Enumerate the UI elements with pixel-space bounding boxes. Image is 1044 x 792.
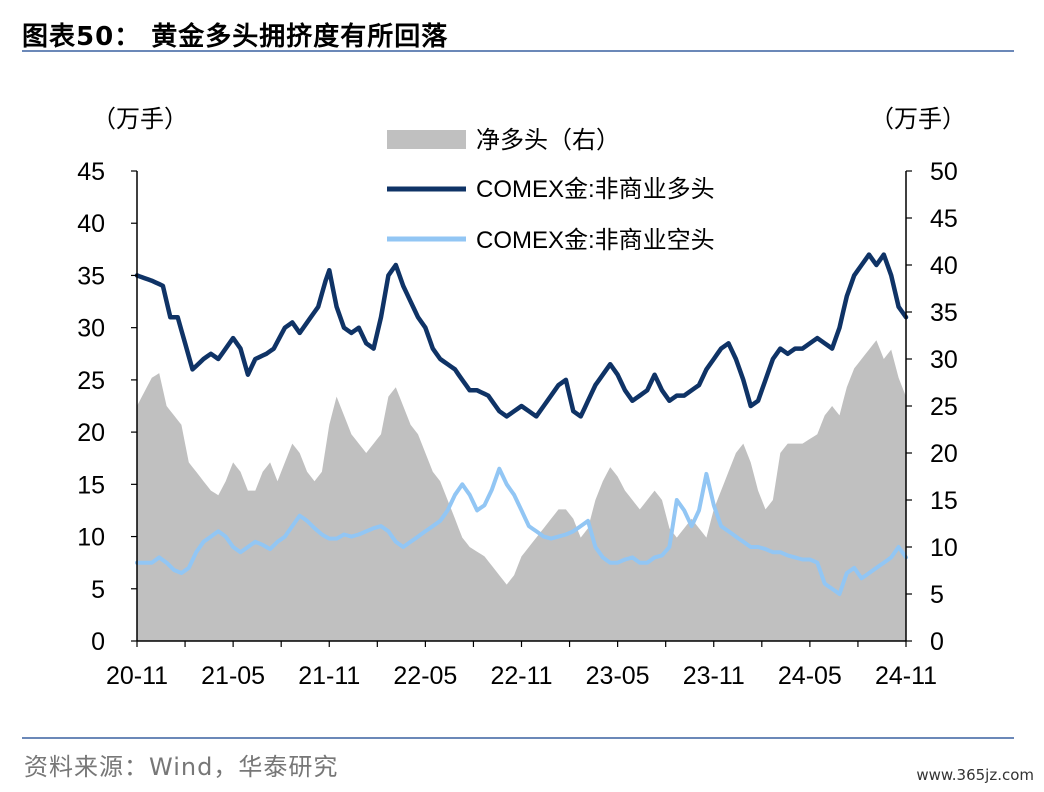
title-divider bbox=[22, 50, 1014, 52]
net-long-area bbox=[137, 340, 906, 641]
x-tick-label: 21-11 bbox=[298, 662, 360, 690]
left-tick-label: 0 bbox=[91, 628, 105, 656]
x-tick-label: 20-11 bbox=[106, 662, 168, 690]
x-tick-label: 24-05 bbox=[778, 662, 842, 690]
watermark: www.365jz.com bbox=[916, 766, 1034, 784]
line-layer bbox=[134, 252, 909, 596]
legend: 净多头（右） COMEX金:非商业多头 COMEX金:非商业空头 bbox=[387, 127, 715, 254]
x-tick-label: 23-05 bbox=[586, 662, 650, 690]
chart: 0 5 10 15 20 25 30 35 40 45 0 5 10 15 20 25 30 35 40 45 50 20… bbox=[77, 106, 966, 690]
legend-swatch-net-long bbox=[387, 130, 466, 149]
figure-title-bar: 图表50： 黄金多头拥挤度有所回落 bbox=[22, 12, 1012, 52]
left-tick-label: 35 bbox=[77, 262, 105, 290]
right-unit-label: （万手） bbox=[870, 106, 966, 133]
right-tick-label: 20 bbox=[930, 440, 958, 468]
right-tick-label: 40 bbox=[930, 252, 958, 280]
axis-layer: 0 5 10 15 20 25 30 35 40 45 0 5 10 15 20 25 30 35 40 45 50 20… bbox=[77, 106, 966, 690]
source-note: 资料来源：Wind，华泰研究 bbox=[24, 753, 339, 781]
x-tick-label: 22-11 bbox=[490, 662, 552, 690]
long-series-line bbox=[134, 252, 909, 419]
left-tick-label: 15 bbox=[77, 471, 105, 499]
left-tick-label: 5 bbox=[91, 576, 105, 604]
legend-label-long: COMEX金:非商业多头 bbox=[476, 176, 715, 203]
right-tick-label: 25 bbox=[930, 393, 958, 421]
legend-label-net-long: 净多头（右） bbox=[476, 127, 620, 154]
right-tick-label: 15 bbox=[930, 487, 958, 515]
left-unit-label: （万手） bbox=[92, 106, 188, 133]
left-tick-label: 45 bbox=[77, 158, 105, 186]
footer-divider bbox=[22, 737, 1014, 739]
legend-label-short: COMEX金:非商业空头 bbox=[476, 227, 715, 254]
left-tick-label: 20 bbox=[77, 419, 105, 447]
right-tick-label: 0 bbox=[930, 628, 944, 656]
x-tick-label: 23-11 bbox=[683, 662, 745, 690]
net-long-area-layer bbox=[137, 340, 906, 641]
right-tick-label: 5 bbox=[930, 581, 944, 609]
short-series-line bbox=[135, 466, 908, 596]
left-tick-label: 40 bbox=[77, 210, 105, 238]
right-tick-label: 50 bbox=[930, 158, 958, 186]
left-tick-label: 10 bbox=[77, 524, 105, 552]
right-tick-label: 30 bbox=[930, 346, 958, 374]
x-tick-label: 21-05 bbox=[201, 662, 265, 690]
x-tick-label: 22-05 bbox=[393, 662, 457, 690]
figure-title: 图表50： 黄金多头拥挤度有所回落 bbox=[22, 22, 449, 52]
x-tick-label: 24-11 bbox=[875, 662, 937, 690]
left-tick-label: 25 bbox=[77, 367, 105, 395]
left-tick-label: 30 bbox=[77, 315, 105, 343]
right-tick-label: 10 bbox=[930, 534, 958, 562]
right-tick-label: 45 bbox=[930, 205, 958, 233]
right-tick-label: 35 bbox=[930, 299, 958, 327]
